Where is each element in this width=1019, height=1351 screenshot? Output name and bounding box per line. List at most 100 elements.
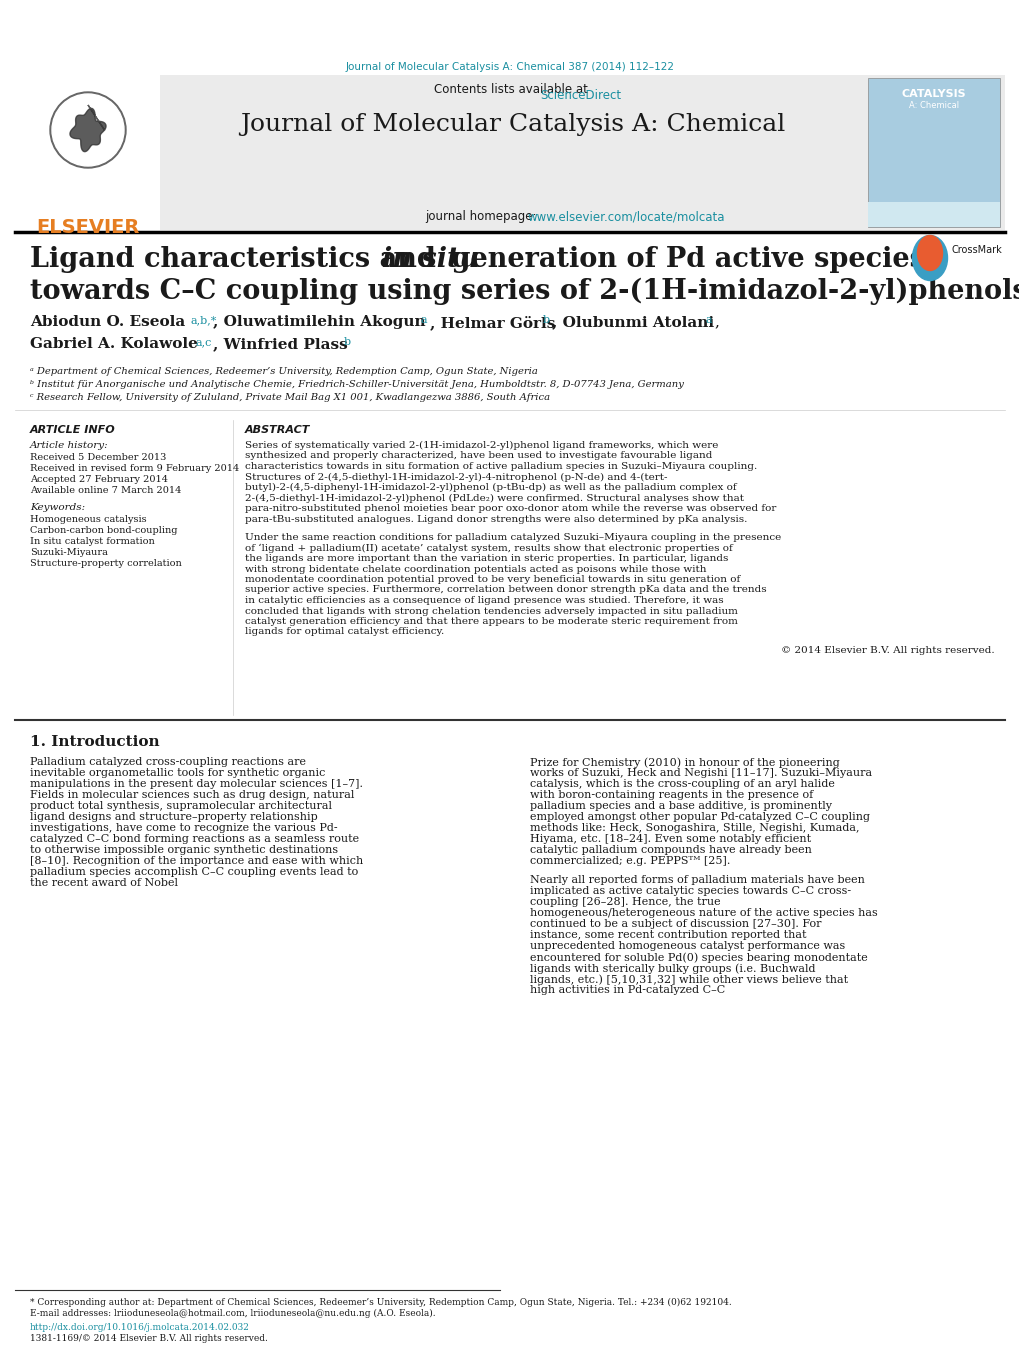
Text: Available online 7 March 2014: Available online 7 March 2014	[30, 486, 181, 494]
Ellipse shape	[917, 235, 942, 270]
Text: concluded that ligands with strong chelation tendencies adversely impacted in si: concluded that ligands with strong chela…	[245, 607, 737, 616]
Text: [8–10]. Recognition of the importance and ease with which: [8–10]. Recognition of the importance an…	[30, 857, 363, 866]
Text: , Oluwatimilehin Akogun: , Oluwatimilehin Akogun	[213, 315, 425, 330]
Text: Received 5 December 2013: Received 5 December 2013	[30, 453, 166, 462]
Text: generation of Pd active species: generation of Pd active species	[441, 246, 924, 273]
Text: E-mail addresses: lriioduneseola@hotmail.com, lriioduneseola@nu.edu.ng (A.O. Ese: E-mail addresses: lriioduneseola@hotmail…	[30, 1309, 435, 1319]
Bar	[864, 76, 1004, 230]
Text: ᵇ Institut für Anorganische und Analytische Chemie, Friedrich-Schiller-Universit: ᵇ Institut für Anorganische und Analytis…	[30, 380, 683, 389]
Text: Journal of Molecular Catalysis A: Chemical: Journal of Molecular Catalysis A: Chemic…	[240, 113, 785, 136]
Text: a,b,*: a,b,*	[191, 315, 217, 326]
Text: catalyzed C–C bond forming reactions as a seamless route: catalyzed C–C bond forming reactions as …	[30, 834, 359, 844]
Text: Structure-property correlation: Structure-property correlation	[30, 559, 181, 567]
Text: * Corresponding author at: Department of Chemical Sciences, Redeemer’s Universit: * Corresponding author at: Department of…	[30, 1298, 731, 1308]
Text: manipulations in the present day molecular sciences [1–7].: manipulations in the present day molecul…	[30, 780, 363, 789]
Text: Series of systematically varied 2-(1H-imidazol-2-yl)phenol ligand frameworks, wh: Series of systematically varied 2-(1H-im…	[245, 440, 717, 450]
Bar	[867, 203, 999, 227]
Text: butyl)-2-(4,5-diphenyl-1H-imidazol-2-yl)phenol (p-tBu-dp) as well as the palladi: butyl)-2-(4,5-diphenyl-1H-imidazol-2-yl)…	[245, 484, 736, 492]
Text: ᵃ Department of Chemical Sciences, Redeemer’s University, Redemption Camp, Ogun : ᵃ Department of Chemical Sciences, Redee…	[30, 367, 537, 376]
Text: monodentate coordination potential proved to be very beneficial towards in situ : monodentate coordination potential prove…	[245, 576, 740, 584]
Text: unprecedented homogeneous catalyst performance was: unprecedented homogeneous catalyst perfo…	[530, 942, 845, 951]
Text: characteristics towards in situ formation of active palladium species in Suzuki–: characteristics towards in situ formatio…	[245, 462, 756, 471]
Circle shape	[50, 92, 126, 168]
Text: A: Chemical: A: Chemical	[908, 101, 958, 109]
Text: works of Suzuki, Heck and Negishi [11–17]. Suzuki–Miyaura: works of Suzuki, Heck and Negishi [11–17…	[530, 767, 871, 778]
Text: www.elsevier.com/locate/molcata: www.elsevier.com/locate/molcata	[528, 209, 725, 223]
Text: methods like: Heck, Sonogashira, Stille, Negishi, Kumada,: methods like: Heck, Sonogashira, Stille,…	[530, 823, 859, 834]
Text: inevitable organometallic tools for synthetic organic: inevitable organometallic tools for synt…	[30, 767, 325, 778]
Text: continued to be a subject of discussion [27–30]. For: continued to be a subject of discussion …	[530, 919, 820, 929]
Text: 2-(4,5-diethyl-1H-imidazol-2-yl)phenol (PdLde₂) were confirmed. Structural analy: 2-(4,5-diethyl-1H-imidazol-2-yl)phenol (…	[245, 493, 743, 503]
Text: a,c: a,c	[196, 336, 212, 347]
Text: the ligands are more important than the variation in steric properties. In parti: the ligands are more important than the …	[245, 554, 728, 563]
Text: Carbon-carbon bond-coupling: Carbon-carbon bond-coupling	[30, 526, 177, 535]
Text: © 2014 Elsevier B.V. All rights reserved.: © 2014 Elsevier B.V. All rights reserved…	[781, 646, 994, 655]
Text: high activities in Pd-catalyzed C–C: high activities in Pd-catalyzed C–C	[530, 985, 725, 994]
Text: , Helmar Görls: , Helmar Görls	[430, 315, 554, 330]
Text: commercialized; e.g. PEPPSᵀᴹ [25].: commercialized; e.g. PEPPSᵀᴹ [25].	[530, 857, 730, 866]
Text: , Winfried Plass: , Winfried Plass	[213, 336, 347, 351]
Text: , Olubunmi Atolani: , Olubunmi Atolani	[551, 315, 713, 330]
Text: 1. Introduction: 1. Introduction	[30, 735, 159, 748]
Text: with boron-containing reagents in the presence of: with boron-containing reagents in the pr…	[530, 790, 812, 800]
Text: Keywords:: Keywords:	[30, 503, 85, 512]
Text: b: b	[542, 315, 549, 326]
Text: ligands with sterically bulky groups (i.e. Buchwald: ligands with sterically bulky groups (i.…	[530, 963, 815, 974]
Text: Palladium catalyzed cross-coupling reactions are: Palladium catalyzed cross-coupling react…	[30, 757, 306, 767]
Text: palladium species accomplish C–C coupling events lead to: palladium species accomplish C–C couplin…	[30, 867, 358, 877]
Text: Journal of Molecular Catalysis A: Chemical 387 (2014) 112–122: Journal of Molecular Catalysis A: Chemic…	[345, 62, 674, 72]
Text: Homogeneous catalysis: Homogeneous catalysis	[30, 515, 147, 524]
Text: catalyst generation efficiency and that there appears to be moderate steric requ: catalyst generation efficiency and that …	[245, 617, 737, 626]
Text: of ‘ligand + palladium(II) acetate’ catalyst system, results show that electroni: of ‘ligand + palladium(II) acetate’ cata…	[245, 543, 732, 553]
Text: para-nitro-substituted phenol moieties bear poor oxo-donor atom while the revers: para-nitro-substituted phenol moieties b…	[245, 504, 775, 513]
Text: instance, some recent contribution reported that: instance, some recent contribution repor…	[530, 929, 806, 940]
Text: Hiyama, etc. [18–24]. Even some notably efficient: Hiyama, etc. [18–24]. Even some notably …	[530, 834, 810, 844]
Text: Received in revised form 9 February 2014: Received in revised form 9 February 2014	[30, 463, 239, 473]
Text: in catalytic efficiencies as a consequence of ligand presence was studied. There: in catalytic efficiencies as a consequen…	[245, 596, 722, 605]
Ellipse shape	[912, 235, 947, 281]
Text: catalysis, which is the cross-coupling of an aryl halide: catalysis, which is the cross-coupling o…	[530, 780, 835, 789]
Text: implicated as active catalytic species towards C–C cross-: implicated as active catalytic species t…	[530, 886, 850, 896]
Text: In situ catalyst formation: In situ catalyst formation	[30, 536, 155, 546]
Text: ligands for optimal catalyst efficiency.: ligands for optimal catalyst efficiency.	[245, 627, 444, 636]
Text: employed amongst other popular Pd-catalyzed C–C coupling: employed amongst other popular Pd-cataly…	[530, 812, 869, 821]
Text: Suzuki-Miyaura: Suzuki-Miyaura	[30, 549, 108, 557]
Text: Abiodun O. Eseola: Abiodun O. Eseola	[30, 315, 185, 330]
Text: ligand designs and structure–property relationship: ligand designs and structure–property re…	[30, 812, 318, 821]
Text: superior active species. Furthermore, correlation between donor strength pKa dat: superior active species. Furthermore, co…	[245, 585, 766, 594]
Text: Gabriel A. Kolawole: Gabriel A. Kolawole	[30, 336, 198, 351]
Text: homogeneous/heterogeneous nature of the active species has: homogeneous/heterogeneous nature of the …	[530, 908, 877, 917]
Text: investigations, have come to recognize the various Pd-: investigations, have come to recognize t…	[30, 823, 337, 834]
Text: with strong bidentate chelate coordination potentials acted as poisons while tho: with strong bidentate chelate coordinati…	[245, 565, 706, 574]
Text: b: b	[343, 336, 351, 347]
Text: para-tBu-substituted analogues. Ligand donor strengths were also determined by p: para-tBu-substituted analogues. Ligand d…	[245, 515, 747, 523]
Text: ligands, etc.) [5,10,31,32] while other views believe that: ligands, etc.) [5,10,31,32] while other …	[530, 974, 847, 985]
Bar	[15, 76, 160, 230]
Text: a: a	[705, 315, 712, 326]
Text: ᶜ Research Fellow, University of Zululand, Private Mail Bag X1 001, Kwadlangezwa: ᶜ Research Fellow, University of Zululan…	[30, 393, 549, 403]
Text: Accepted 27 February 2014: Accepted 27 February 2014	[30, 476, 168, 484]
Text: synthesized and properly characterized, have been used to investigate favourable: synthesized and properly characterized, …	[245, 451, 711, 461]
Text: ABSTRACT: ABSTRACT	[245, 426, 310, 435]
Circle shape	[52, 95, 124, 166]
Text: a: a	[421, 315, 427, 326]
Text: the recent award of Nobel: the recent award of Nobel	[30, 878, 178, 888]
Text: to otherwise impossible organic synthetic destinations: to otherwise impossible organic syntheti…	[30, 844, 337, 855]
Text: encountered for soluble Pd(0) species bearing monodentate: encountered for soluble Pd(0) species be…	[530, 952, 867, 962]
Text: Structures of 2-(4,5-diethyl-1H-imidazol-2-yl)-4-nitrophenol (p-N-de) and 4-(ter: Structures of 2-(4,5-diethyl-1H-imidazol…	[245, 473, 666, 481]
Text: ScienceDirect: ScienceDirect	[539, 89, 621, 101]
Text: coupling [26–28]. Hence, the true: coupling [26–28]. Hence, the true	[530, 897, 719, 907]
Text: ,: ,	[713, 315, 718, 330]
Text: ELSEVIER: ELSEVIER	[37, 218, 140, 236]
Text: journal homepage:: journal homepage:	[425, 209, 540, 223]
Text: http://dx.doi.org/10.1016/j.molcata.2014.02.032: http://dx.doi.org/10.1016/j.molcata.2014…	[30, 1323, 250, 1332]
Text: in situ: in situ	[382, 246, 479, 273]
Text: Article history:: Article history:	[30, 440, 108, 450]
Text: CATALYSIS: CATALYSIS	[901, 89, 965, 99]
Text: Fields in molecular sciences such as drug design, natural: Fields in molecular sciences such as dru…	[30, 790, 354, 800]
Text: Prize for Chemistry (2010) in honour of the pioneering: Prize for Chemistry (2010) in honour of …	[530, 757, 839, 767]
Bar	[160, 76, 864, 230]
Polygon shape	[70, 105, 106, 151]
Text: Nearly all reported forms of palladium materials have been: Nearly all reported forms of palladium m…	[530, 875, 864, 885]
Text: Contents lists available at: Contents lists available at	[434, 82, 591, 96]
